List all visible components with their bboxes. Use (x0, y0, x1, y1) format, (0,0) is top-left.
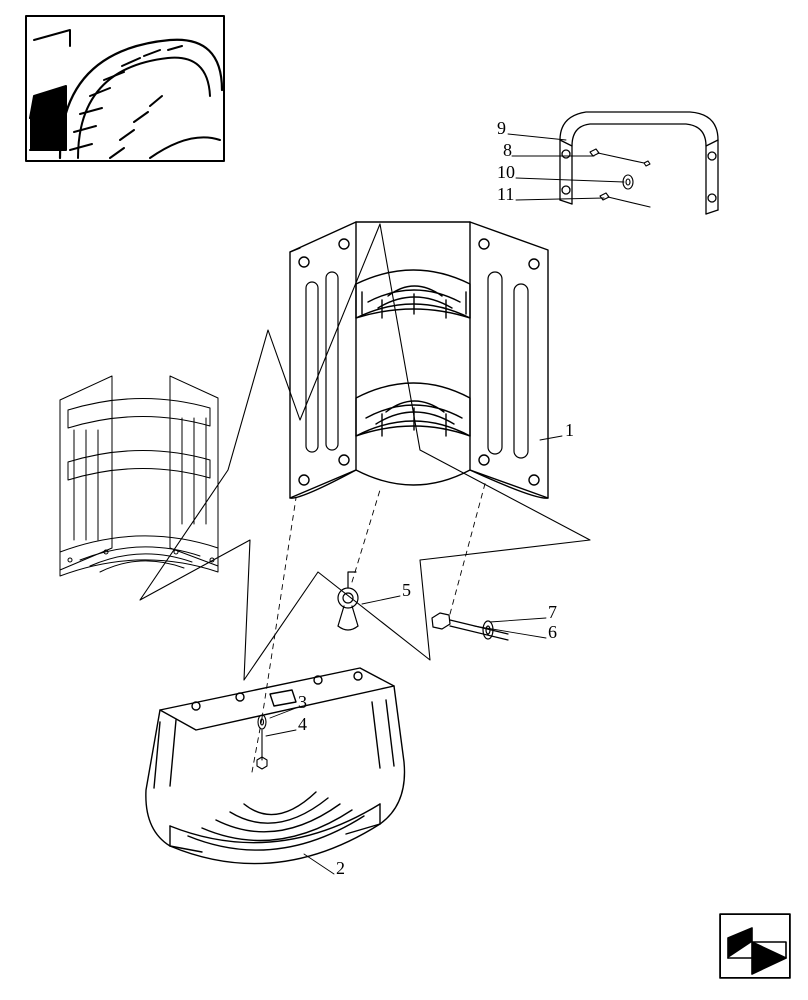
lower-step-fastener (257, 715, 267, 769)
callout-2: 2 (336, 858, 345, 879)
inset-frame (26, 16, 224, 161)
bracket-washer (623, 175, 633, 189)
bracket-bolt-lower (600, 193, 650, 207)
callout-8: 8 (503, 140, 512, 161)
lower-step-assembly (146, 668, 405, 864)
callout-11: 11 (497, 184, 514, 205)
leader-lines (266, 134, 624, 874)
page-root: 1 2 3 4 5 6 7 8 9 10 11 (0, 0, 808, 1000)
callout-4: 4 (298, 714, 307, 735)
upper-step-assembly (290, 222, 548, 498)
u-bracket (560, 112, 718, 214)
callout-7: 7 (548, 602, 557, 623)
callout-1: 1 (565, 420, 574, 441)
bracket-bolt-upper (590, 149, 650, 166)
callout-10: 10 (497, 162, 515, 183)
nav-frame[interactable] (720, 914, 790, 978)
callout-6: 6 (548, 622, 557, 643)
callout-5: 5 (402, 580, 411, 601)
assembly-dash-lines (252, 480, 486, 772)
assembled-step-reference (60, 376, 218, 576)
callout-3: 3 (298, 692, 307, 713)
linch-pin (338, 572, 358, 630)
explode-star (140, 224, 590, 680)
mount-bolt-right (432, 613, 508, 640)
callout-9: 9 (497, 118, 506, 139)
